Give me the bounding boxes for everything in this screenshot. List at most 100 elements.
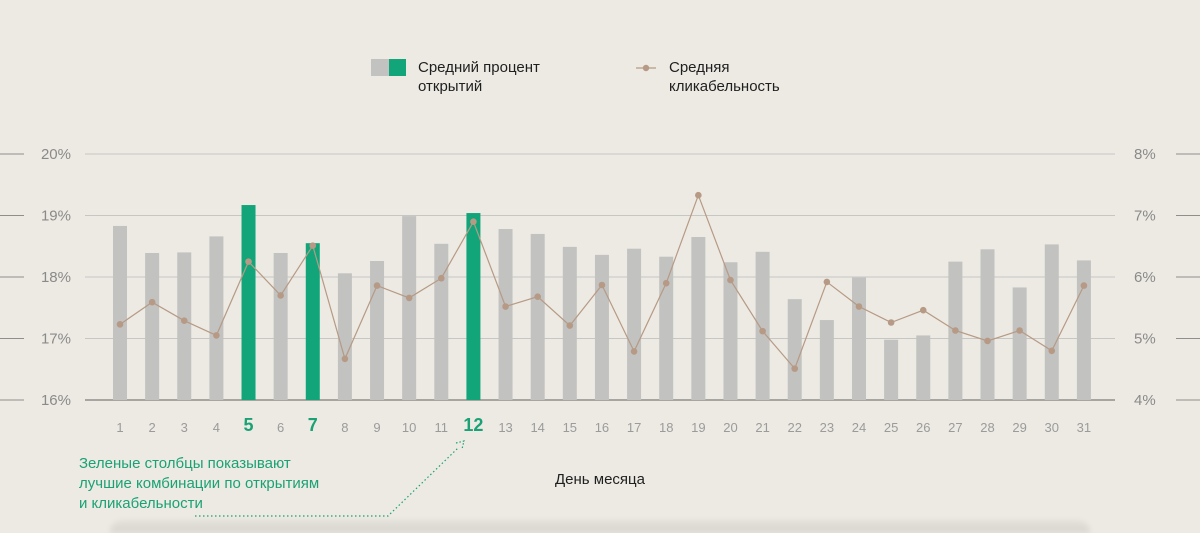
x-tick-label: 30 <box>1045 420 1059 435</box>
x-tick-label: 26 <box>916 420 930 435</box>
y-tick-label-right: 4% <box>1134 392 1156 409</box>
x-axis: 1 2 3 4 5 6 7 8 9 10 11 12 13 14 15 16 17 18 19 20 21 22 23 24 2… <box>116 415 1091 435</box>
bar <box>209 236 224 400</box>
x-tick-label-highlight: 5 <box>244 415 254 435</box>
bar <box>627 248 642 400</box>
ctr-point <box>887 319 895 326</box>
ctr-point <box>952 327 959 334</box>
ctr-point <box>373 282 381 289</box>
legend-swatch-green <box>389 59 406 76</box>
ctr-line <box>116 191 1088 372</box>
bar <box>787 299 802 400</box>
x-tick-label: 27 <box>948 420 962 435</box>
bar <box>819 320 834 400</box>
y-tick-label-right: 7% <box>1134 208 1156 225</box>
ctr-point <box>727 276 734 284</box>
ctr-point <box>1016 327 1023 334</box>
x-tick-label: 20 <box>723 420 737 435</box>
ctr-point <box>502 303 509 310</box>
ctr-point <box>534 293 541 300</box>
bar <box>1044 244 1059 400</box>
ctr-point <box>341 355 349 363</box>
x-tick-label: 10 <box>402 420 416 435</box>
bar <box>691 237 706 400</box>
y-tick-label-left: 20% <box>41 146 71 163</box>
x-tick-label: 13 <box>498 420 512 435</box>
y-tick-label-left: 16% <box>41 392 71 409</box>
ctr-point <box>662 279 670 287</box>
ctr-point <box>148 298 156 306</box>
ctr-point <box>245 258 252 265</box>
bar <box>370 261 385 400</box>
ctr-point <box>598 281 606 289</box>
bottom-shadow <box>110 520 1090 533</box>
x-tick-label: 18 <box>659 420 673 435</box>
bar-highlight <box>305 243 320 400</box>
x-axis-title: День месяца <box>555 471 646 488</box>
ctr-point <box>470 218 477 225</box>
annotation-line-3: и кликабельности <box>79 495 203 512</box>
ctr-point <box>630 348 638 355</box>
x-tick-label: 15 <box>563 420 577 435</box>
bar <box>530 233 545 400</box>
x-tick-label: 24 <box>852 420 866 435</box>
x-tick-label: 14 <box>530 420 544 435</box>
annotation-line-2: лучшие комбинации по открытиям <box>79 475 319 492</box>
annotation-connector <box>195 447 459 517</box>
y-axis-right: 4% 5% 6% 7% 8% <box>1134 146 1156 409</box>
x-tick-label: 23 <box>820 420 834 435</box>
ctr-point <box>566 322 574 329</box>
legend: Средний процент открытий Средняя кликабе… <box>371 59 780 95</box>
annotation-line-1: Зеленые столбцы показывают <box>79 455 291 472</box>
legend-ctr-line2: кликабельность <box>669 78 780 95</box>
x-tick-label: 6 <box>277 420 284 435</box>
ctr-point <box>438 274 445 282</box>
x-tick-label: 16 <box>595 420 609 435</box>
bar <box>273 253 288 400</box>
y-tick-label-left: 18% <box>41 269 71 286</box>
bar <box>659 256 674 400</box>
x-tick-label: 25 <box>884 420 898 435</box>
y-axis-left: 16% 17% 18% 19% 20% <box>41 146 71 409</box>
y-tick-label-right: 5% <box>1134 331 1156 348</box>
bar <box>113 225 127 400</box>
bar <box>145 253 160 400</box>
ctr-point <box>855 303 863 310</box>
bar <box>851 277 866 400</box>
x-tick-label: 29 <box>1012 420 1026 435</box>
ctr-point <box>180 317 188 324</box>
ctr-point <box>116 321 124 328</box>
bar <box>980 249 995 400</box>
bar <box>177 252 192 400</box>
ctr-point <box>823 278 831 286</box>
y-tick-label-left: 17% <box>41 331 71 348</box>
ctr-point <box>277 292 284 299</box>
bar <box>337 273 352 400</box>
bar <box>916 335 931 400</box>
y-tick-label-right: 8% <box>1134 146 1156 163</box>
ctr-point <box>1048 347 1056 355</box>
x-tick-label: 21 <box>755 420 769 435</box>
x-tick-label: 3 <box>181 420 188 435</box>
ctr-point <box>213 332 220 339</box>
bar <box>1012 287 1027 400</box>
x-tick-label: 28 <box>980 420 994 435</box>
x-tick-label: 4 <box>213 420 220 435</box>
bar-highlight <box>241 205 256 400</box>
annotation: Зеленые столбцы показывают лучшие комбин… <box>79 440 465 517</box>
bar-highlight <box>466 213 481 400</box>
ctr-point <box>984 337 991 345</box>
x-tick-label: 9 <box>373 420 380 435</box>
x-tick-label: 2 <box>149 420 156 435</box>
annotation-arrow-icon <box>455 440 465 450</box>
legend-ctr-line1: Средняя <box>669 59 729 76</box>
bar <box>402 216 417 400</box>
ctr-point <box>919 306 927 314</box>
x-tick-label: 19 <box>691 420 705 435</box>
x-tick-label-highlight: 7 <box>308 415 318 435</box>
x-tick-label: 31 <box>1077 420 1091 435</box>
y-tick-label-right: 6% <box>1134 269 1156 286</box>
x-tick-label: 1 <box>116 420 123 435</box>
